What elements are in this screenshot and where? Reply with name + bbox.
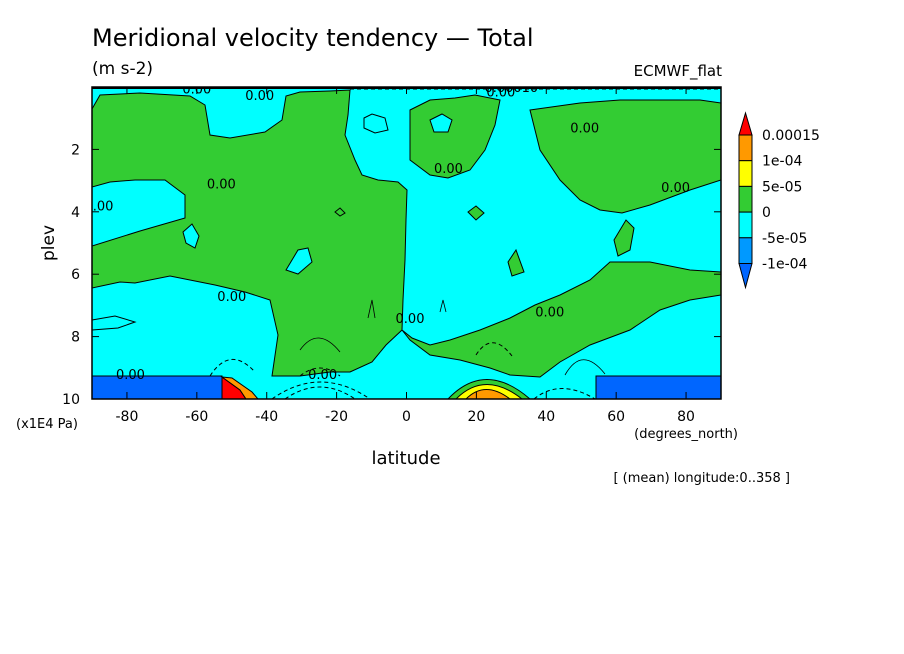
contour-solid-small-2 bbox=[564, 359, 606, 376]
contour-dashed-4 bbox=[475, 342, 513, 357]
contour-solid-small-4 bbox=[439, 299, 447, 313]
field-negative-island-2 bbox=[285, 247, 313, 275]
x-axis-units: (degrees_north) bbox=[634, 427, 738, 442]
field-negative-island-4 bbox=[429, 113, 453, 133]
legend-label: 5e-05 bbox=[762, 179, 802, 195]
contour-label: 0.00 bbox=[535, 306, 564, 321]
contour-label: 0.00 bbox=[245, 89, 274, 104]
legend-swatch bbox=[738, 211, 753, 239]
contour-label: 0.00 bbox=[434, 162, 463, 177]
legend-label: 0.00015 bbox=[762, 128, 820, 144]
chart-source: ECMWF_flat bbox=[634, 62, 722, 81]
field-moderate-south bbox=[220, 376, 259, 399]
x-tick-label: 0 bbox=[402, 409, 411, 425]
contour-label: 0.00 bbox=[207, 178, 236, 193]
chart-units: (m s-2) bbox=[92, 59, 153, 79]
contour-label: 0.00 bbox=[570, 122, 599, 137]
legend-swatch-top bbox=[738, 111, 753, 136]
contour-label: 0.00 bbox=[661, 181, 690, 196]
x-tick-label: -40 bbox=[255, 409, 278, 425]
field-positive-region-northeast bbox=[529, 99, 721, 214]
x-axis-label: latitude bbox=[371, 448, 440, 469]
contour-label: 0.00 bbox=[217, 290, 246, 305]
contour-label: 0.00 bbox=[396, 312, 425, 327]
field-positive-island-4 bbox=[334, 207, 346, 217]
contour-dashed-7 bbox=[299, 367, 341, 377]
legend-label: -1e-04 bbox=[762, 257, 808, 273]
field-negative-island-5 bbox=[92, 315, 137, 331]
contour-dashed-2 bbox=[271, 381, 371, 399]
x-tick-label: 40 bbox=[537, 409, 555, 425]
x-tick-label: -60 bbox=[185, 409, 208, 425]
field-negative-island-1 bbox=[182, 223, 200, 249]
y-tick-label: 6 bbox=[71, 267, 80, 283]
x-tick-label: 80 bbox=[677, 409, 695, 425]
field-negative-island-3 bbox=[363, 113, 389, 134]
y-axis-label: plev bbox=[39, 225, 59, 261]
field-strong-negative-east bbox=[595, 375, 721, 399]
legend-swatch-bottom bbox=[738, 263, 753, 290]
contour-solid-small-3 bbox=[367, 299, 376, 319]
x-tick-label: -20 bbox=[325, 409, 348, 425]
y-tick-label: 4 bbox=[71, 205, 80, 221]
color-legend: 0.00015 1e-04 5e-05 0 -5e-05 -1e-04 bbox=[738, 111, 820, 290]
averaging-note: [ (mean) longitude:0..358 ] bbox=[613, 471, 790, 486]
y-axis: 2 4 6 8 10 bbox=[62, 142, 721, 408]
contour-dashed-5 bbox=[533, 388, 596, 399]
legend-label: -5e-05 bbox=[762, 231, 807, 247]
contour-label: 0.00010 bbox=[484, 81, 538, 96]
y-tick-label: 8 bbox=[71, 330, 80, 346]
legend-swatch bbox=[738, 237, 753, 265]
contour-label: 0.00 bbox=[308, 368, 337, 383]
field-positive-island-3 bbox=[613, 219, 635, 257]
legend-swatch bbox=[738, 160, 753, 187]
x-tick-label: -80 bbox=[116, 409, 139, 425]
x-tick-label: 20 bbox=[467, 409, 485, 425]
field-positive-island-1 bbox=[467, 205, 485, 221]
x-tick-label: 60 bbox=[607, 409, 625, 425]
field-strong-negative-west bbox=[92, 375, 223, 399]
contour-label: 0.00 bbox=[486, 86, 515, 101]
contour-dashed-3 bbox=[284, 386, 356, 399]
y-axis-units: (x1E4 Pa) bbox=[16, 417, 78, 432]
contour-label: 0.00 bbox=[85, 200, 114, 215]
contour-dashed-1 bbox=[209, 358, 256, 377]
legend-swatch bbox=[738, 134, 753, 162]
chart-title: Meridional velocity tendency — Total bbox=[92, 24, 534, 52]
legend-label: 1e-04 bbox=[762, 154, 802, 170]
contour-plot-area: 0.00 0.000.000100.000.000.000.000.000.000… bbox=[85, 81, 721, 399]
y-tick-label: 2 bbox=[71, 142, 80, 158]
legend-label: 0 bbox=[762, 205, 771, 221]
contour-label: 0.00 bbox=[116, 368, 145, 383]
y-tick-label: 10 bbox=[62, 392, 80, 408]
field-positive-region-east bbox=[409, 94, 501, 179]
legend-swatch bbox=[738, 185, 753, 213]
x-axis: -80 -60 -40 -20 0 20 40 60 80 bbox=[116, 87, 695, 425]
field-positive-island-2 bbox=[507, 248, 525, 277]
contour-solid-small-1 bbox=[299, 337, 341, 353]
